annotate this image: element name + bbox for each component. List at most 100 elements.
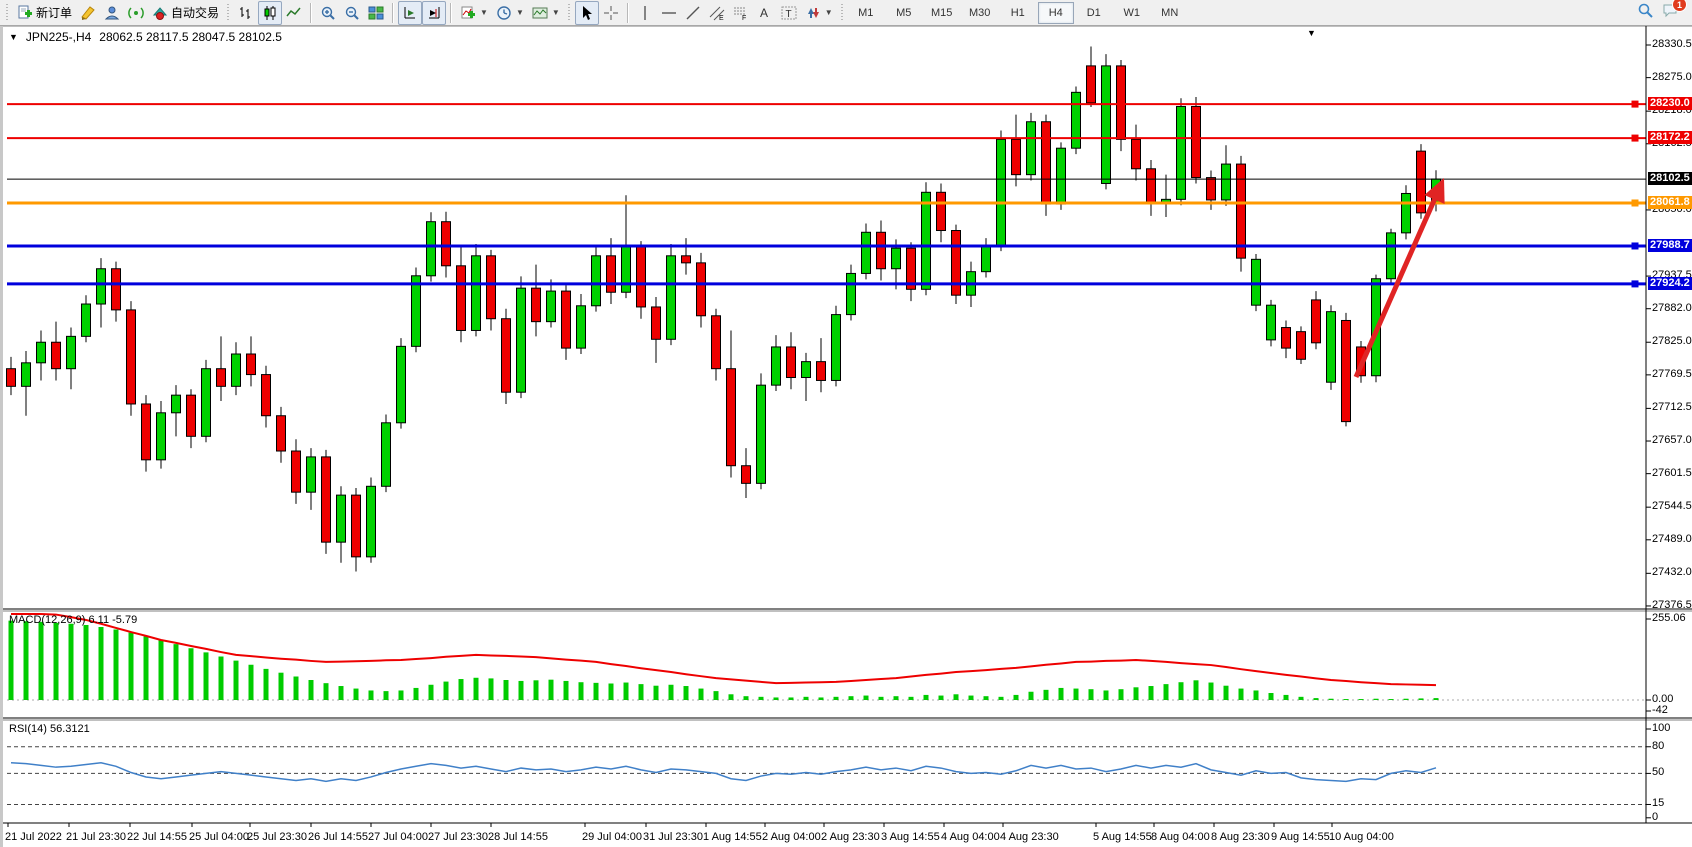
timeframe-button-h1[interactable]: H1 <box>1010 6 1025 19</box>
signals-button[interactable] <box>124 1 148 25</box>
toolbar-grip[interactable] <box>5 3 10 22</box>
svg-text:E: E <box>719 15 724 21</box>
timeframe-button-m15[interactable]: M15 <box>931 6 953 19</box>
tile-windows-button[interactable] <box>364 1 388 25</box>
chart-symbol-period: JPN225-,H4 <box>25 30 92 44</box>
timeframe-button-d1[interactable]: D1 <box>1086 6 1101 19</box>
equidistant-channel-button[interactable]: E <box>705 1 729 25</box>
indicators-button[interactable]: ▼ <box>456 1 492 25</box>
price-axis-tick[interactable]: 27601.5 <box>1652 466 1692 479</box>
price-badge: 28230.0 <box>1648 97 1692 111</box>
macd-layer <box>7 613 1651 712</box>
date-axis-label[interactable]: 1 Aug 14:55 <box>703 831 762 843</box>
periods-button[interactable]: ▼ <box>492 1 528 25</box>
date-axis-label[interactable]: 21 Jul 23:30 <box>66 831 126 843</box>
toolbar-grip[interactable] <box>226 3 232 22</box>
timeframe-button-h4[interactable]: H4 <box>1037 1 1074 24</box>
crosshair-button[interactable] <box>599 1 623 25</box>
chevron-down-icon[interactable]: ▼ <box>9 32 18 42</box>
price-badge: 28061.8 <box>1648 195 1692 209</box>
line-chart-icon <box>286 5 302 21</box>
bar-chart-button[interactable] <box>234 1 258 25</box>
trendline-icon <box>685 5 701 21</box>
chart-shift-marker[interactable]: ▼ <box>1307 28 1316 38</box>
horizontal-line-button[interactable] <box>657 1 681 25</box>
arrows-icon <box>805 5 821 21</box>
timeframe-button-mn[interactable]: MN <box>1161 6 1179 19</box>
price-badge: 28172.2 <box>1648 131 1692 145</box>
date-axis-label[interactable]: 27 Jul 23:30 <box>428 831 488 843</box>
profile-button[interactable] <box>100 1 124 25</box>
timeframe-button-m5[interactable]: M5 <box>896 6 912 19</box>
toolbar-grip[interactable] <box>566 3 572 22</box>
date-axis-label[interactable]: 21 Jul 2022 <box>5 831 62 843</box>
date-axis-label[interactable]: 4 Aug 04:00 <box>941 831 1000 843</box>
candlestick-chart-button[interactable] <box>258 0 283 25</box>
price-axis-tick[interactable]: 27882.0 <box>1652 301 1692 314</box>
toolbar: 新订单 自动交易 <box>0 0 1692 26</box>
text-label-button[interactable]: T <box>777 1 801 25</box>
price-axis-tick[interactable]: 27432.0 <box>1652 566 1692 579</box>
price-axis-tick[interactable]: 27825.0 <box>1652 335 1692 348</box>
date-axis-label[interactable]: 4 Aug 23:30 <box>1000 831 1059 843</box>
price-axis-tick[interactable]: 27544.5 <box>1652 500 1692 513</box>
price-axis-tick[interactable]: 27376.5 <box>1652 598 1692 611</box>
date-axis-label[interactable]: 27 Jul 04:00 <box>368 831 428 843</box>
metaeditor-button[interactable] <box>76 1 100 25</box>
text-button[interactable]: A <box>753 1 777 25</box>
new-order-icon <box>17 5 33 21</box>
new-order-label: 新订单 <box>36 6 73 20</box>
timeframe-button-m1[interactable]: M1 <box>858 6 874 19</box>
notifications-button[interactable]: 1 <box>1662 0 1687 23</box>
chart-shift-button[interactable] <box>422 0 447 25</box>
date-axis-label[interactable]: 8 Aug 23:30 <box>1211 831 1270 843</box>
chart-canvas[interactable] <box>3 26 1692 847</box>
search-icon[interactable] <box>1637 2 1654 24</box>
date-axis-label[interactable]: 2 Aug 23:30 <box>821 831 880 843</box>
date-axis-label[interactable]: 9 Aug 14:55 <box>1271 831 1330 843</box>
profile-icon <box>104 5 120 21</box>
price-axis-tick[interactable]: 27489.0 <box>1652 532 1692 545</box>
autotrading-button[interactable]: 自动交易 <box>148 1 223 25</box>
candlestick-chart-icon <box>262 5 278 21</box>
date-axis-label[interactable]: 29 Jul 04:00 <box>582 831 642 843</box>
cursor-icon <box>579 5 595 21</box>
date-ticks-layer <box>7 823 1333 827</box>
rsi-scale-label: 15 <box>1652 797 1665 810</box>
date-axis-label[interactable]: 2 Aug 04:00 <box>762 831 821 843</box>
line-chart-button[interactable] <box>282 1 306 25</box>
cursor-button[interactable] <box>574 0 599 25</box>
zoom-out-button[interactable] <box>340 1 364 25</box>
date-axis-label[interactable]: 8 Aug 04:00 <box>1151 831 1210 843</box>
price-axis-tick[interactable]: 28275.0 <box>1652 70 1692 83</box>
date-axis-label[interactable]: 10 Aug 04:00 <box>1329 831 1394 843</box>
date-axis-label[interactable]: 26 Jul 14:55 <box>308 831 368 843</box>
autoscroll-button[interactable] <box>398 0 423 25</box>
vertical-line-icon <box>637 5 653 21</box>
chevron-down-icon: ▼ <box>480 8 488 17</box>
price-axis-tick[interactable]: 27657.0 <box>1652 434 1692 447</box>
timeframe-button-w1[interactable]: W1 <box>1123 6 1140 19</box>
date-axis-label[interactable]: 3 Aug 14:55 <box>881 831 940 843</box>
macd-scale-label: -42 <box>1652 704 1668 716</box>
date-axis-label[interactable]: 5 Aug 14:55 <box>1093 831 1152 843</box>
fibonacci-button[interactable]: F <box>729 1 753 25</box>
date-axis-label[interactable]: 31 Jul 23:30 <box>643 831 703 843</box>
date-axis-label[interactable]: 25 Jul 04:00 <box>189 831 249 843</box>
date-axis-label[interactable]: 28 Jul 14:55 <box>488 831 548 843</box>
arrows-button[interactable]: ▼ <box>801 1 837 25</box>
new-order-button[interactable]: 新订单 <box>13 1 76 25</box>
price-axis-tick[interactable]: 28330.5 <box>1652 38 1692 50</box>
toolbar-grip[interactable] <box>839 3 845 22</box>
price-axis-tick[interactable]: 27769.5 <box>1652 367 1692 380</box>
chart-window[interactable]: ▼ JPN225-,H4 28062.5 28117.5 28047.5 281… <box>0 26 1692 847</box>
date-axis-label[interactable]: 25 Jul 23:30 <box>247 831 307 843</box>
zoom-in-button[interactable] <box>316 1 340 25</box>
vertical-line-button[interactable] <box>633 1 657 25</box>
timeframe-button-m30[interactable]: M30 <box>969 6 991 19</box>
price-axis-tick[interactable]: 27712.5 <box>1652 401 1692 414</box>
trendline-button[interactable] <box>681 1 705 25</box>
templates-button[interactable]: ▼ <box>528 1 564 25</box>
date-axis-label[interactable]: 22 Jul 14:55 <box>127 831 187 843</box>
zoom-out-icon <box>344 5 360 21</box>
